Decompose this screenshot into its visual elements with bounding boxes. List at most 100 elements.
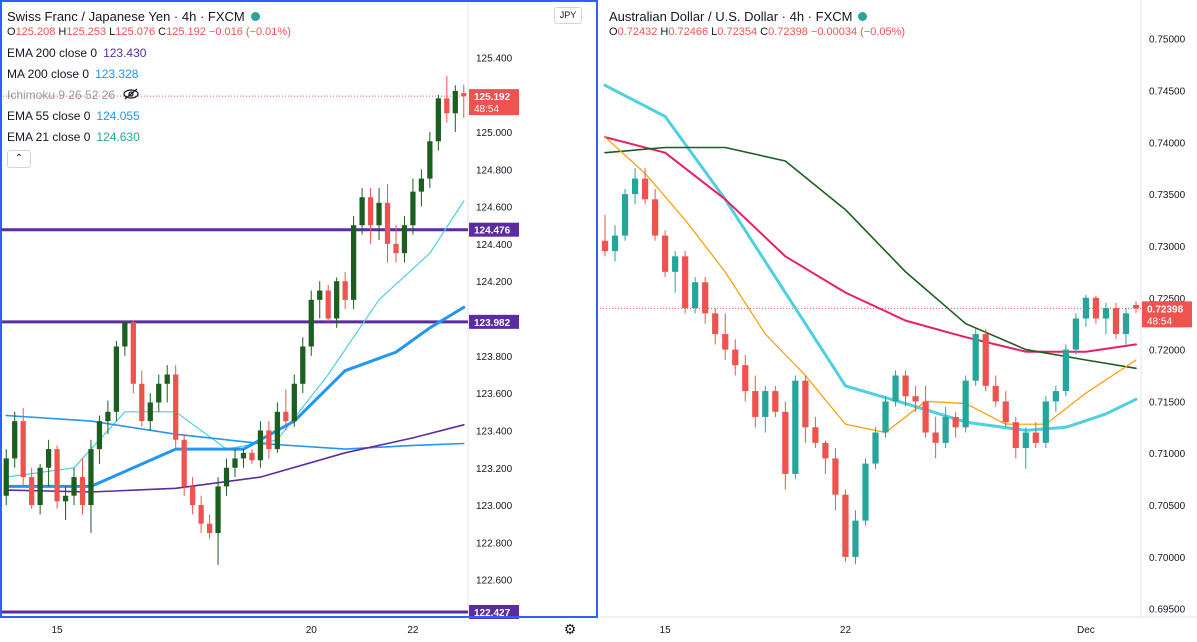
- ohlc-readout: O 0.72432 H 0.72466 L 0.72354 C 0.72398 −0.0…: [609, 26, 906, 38]
- indicator-ma200[interactable]: MA 200 close 0 123.328: [7, 67, 139, 81]
- candle-body: [283, 411, 289, 422]
- eye-off-icon[interactable]: [123, 88, 139, 104]
- chfjpy-chart-panel[interactable]: 125.400 125.000 124.800 124.600 124.400 124.2…: [0, 0, 600, 642]
- candle-body: [1052, 391, 1059, 402]
- gear-icon[interactable]: ⚙: [563, 621, 577, 637]
- candle-body: [164, 374, 170, 384]
- candle-body: [62, 495, 69, 502]
- candle-body: [29, 477, 35, 506]
- candle-body: [122, 322, 128, 347]
- series-line: [604, 136, 1137, 353]
- chfjpy-chart-canvas[interactable]: 125.400 125.000 124.800 124.600 124.400 124.2…: [0, 0, 600, 642]
- price-label-bg: [469, 222, 519, 237]
- y-tick-label: 0.70000: [1149, 553, 1186, 564]
- candle-body: [631, 178, 639, 195]
- y-tick-label: 125.000: [476, 128, 513, 139]
- series-line: [5, 200, 465, 478]
- candle-body: [802, 380, 809, 428]
- candle-body: [410, 191, 416, 226]
- x-tick-label: 22: [407, 625, 419, 636]
- candle-body: [401, 225, 408, 254]
- indicator-ema200[interactable]: EMA 200 close 0 123.430: [7, 46, 147, 60]
- candle-body: [1132, 305, 1140, 309]
- candle-body: [1042, 401, 1049, 443]
- chevron-up-icon[interactable]: ⌃: [7, 149, 31, 168]
- candle-body: [113, 346, 120, 412]
- indicator-ema21[interactable]: EMA 21 close 0 124.630: [7, 130, 140, 144]
- candle-body: [952, 416, 959, 428]
- candle-body: [752, 391, 759, 417]
- indicator-ichimoku[interactable]: Ichimoku 9 26 52 26: [7, 85, 291, 106]
- candle-body: [932, 432, 939, 443]
- candle-body: [712, 313, 719, 335]
- x-tick-label: Dec: [1077, 625, 1095, 636]
- audusd-chart-panel[interactable]: 0.75000 0.74500 0.74000 0.73500 0.73000 0.725…: [600, 0, 1197, 642]
- candle-body: [418, 178, 425, 192]
- candle-body: [1032, 432, 1039, 443]
- y-tick-label: 0.72000: [1149, 346, 1186, 357]
- candle-body: [139, 383, 145, 422]
- y-tick-label: 122.600: [476, 576, 513, 587]
- candle-body: [181, 439, 187, 487]
- chart-title[interactable]: Australian Dollar / U.S. Dollar · 4h · F…: [609, 9, 853, 24]
- price-label: 0.72398: [1147, 304, 1184, 315]
- candle-body: [852, 520, 859, 557]
- y-tick-label: 123.600: [476, 389, 513, 400]
- candle-body: [147, 402, 153, 422]
- y-tick-label: 0.70500: [1149, 501, 1186, 512]
- y-tick-label: 0.71500: [1149, 397, 1186, 408]
- y-tick-label: 0.75000: [1149, 35, 1186, 46]
- candle-body: [257, 430, 264, 461]
- candle-body: [384, 202, 391, 244]
- candle-body: [3, 458, 9, 496]
- market-status-dot: [858, 12, 868, 21]
- y-tick-label: 0.74000: [1149, 138, 1186, 149]
- candle-body: [862, 463, 869, 521]
- candle-body: [1092, 297, 1100, 319]
- candle-body: [1082, 297, 1090, 319]
- candle-body: [393, 243, 399, 254]
- candle-body: [722, 334, 729, 350]
- y-tick-label: 123.400: [476, 426, 513, 437]
- candle-body: [692, 282, 699, 309]
- candle-body: [54, 449, 60, 502]
- y-tick-label: 124.800: [476, 165, 513, 176]
- candle-body: [1002, 401, 1009, 423]
- candle-body: [782, 411, 789, 474]
- candle-body: [1022, 432, 1029, 449]
- price-label-bg: [469, 314, 519, 329]
- candle-body: [308, 299, 314, 347]
- currency-badge[interactable]: JPY: [554, 7, 582, 24]
- candle-body: [45, 449, 52, 468]
- candle-body: [682, 256, 689, 309]
- candle-body: [962, 380, 969, 428]
- y-tick-label: 0.72500: [1149, 294, 1186, 305]
- candle-body: [173, 374, 179, 440]
- chart-title[interactable]: Swiss Franc / Japanese Yen · 4h · FXCM: [7, 9, 245, 24]
- x-tick-label: 15: [660, 625, 672, 636]
- indicator-ema55[interactable]: EMA 55 close 0 124.055: [7, 109, 140, 123]
- candle-body: [198, 505, 204, 524]
- y-tick-label: 123.000: [476, 501, 513, 512]
- candle-body: [742, 365, 749, 392]
- candle-body: [88, 449, 94, 506]
- candle-body: [350, 225, 357, 300]
- candle-body: [1012, 422, 1019, 449]
- candle-body: [762, 391, 769, 417]
- candle-body: [444, 98, 450, 114]
- x-tick-label: 22: [840, 625, 852, 636]
- y-tick-label: 0.71000: [1149, 449, 1186, 460]
- candle-body: [672, 256, 679, 272]
- y-tick-label: 0.73000: [1149, 242, 1186, 253]
- candle-body: [325, 290, 331, 319]
- candle-body: [922, 401, 929, 433]
- x-tick-label: 15: [52, 625, 64, 636]
- candle-body: [1062, 349, 1069, 392]
- chfjpy-legend: Swiss Franc / Japanese Yen · 4h · FXCM O…: [7, 6, 291, 169]
- series-line: [604, 136, 1137, 434]
- market-status-dot: [250, 12, 260, 21]
- candle-body: [882, 401, 889, 433]
- price-label-bg: [469, 604, 519, 619]
- candle-body: [1122, 313, 1130, 335]
- audusd-chart-canvas[interactable]: 0.75000 0.74500 0.74000 0.73500 0.73000 0.725…: [600, 0, 1197, 642]
